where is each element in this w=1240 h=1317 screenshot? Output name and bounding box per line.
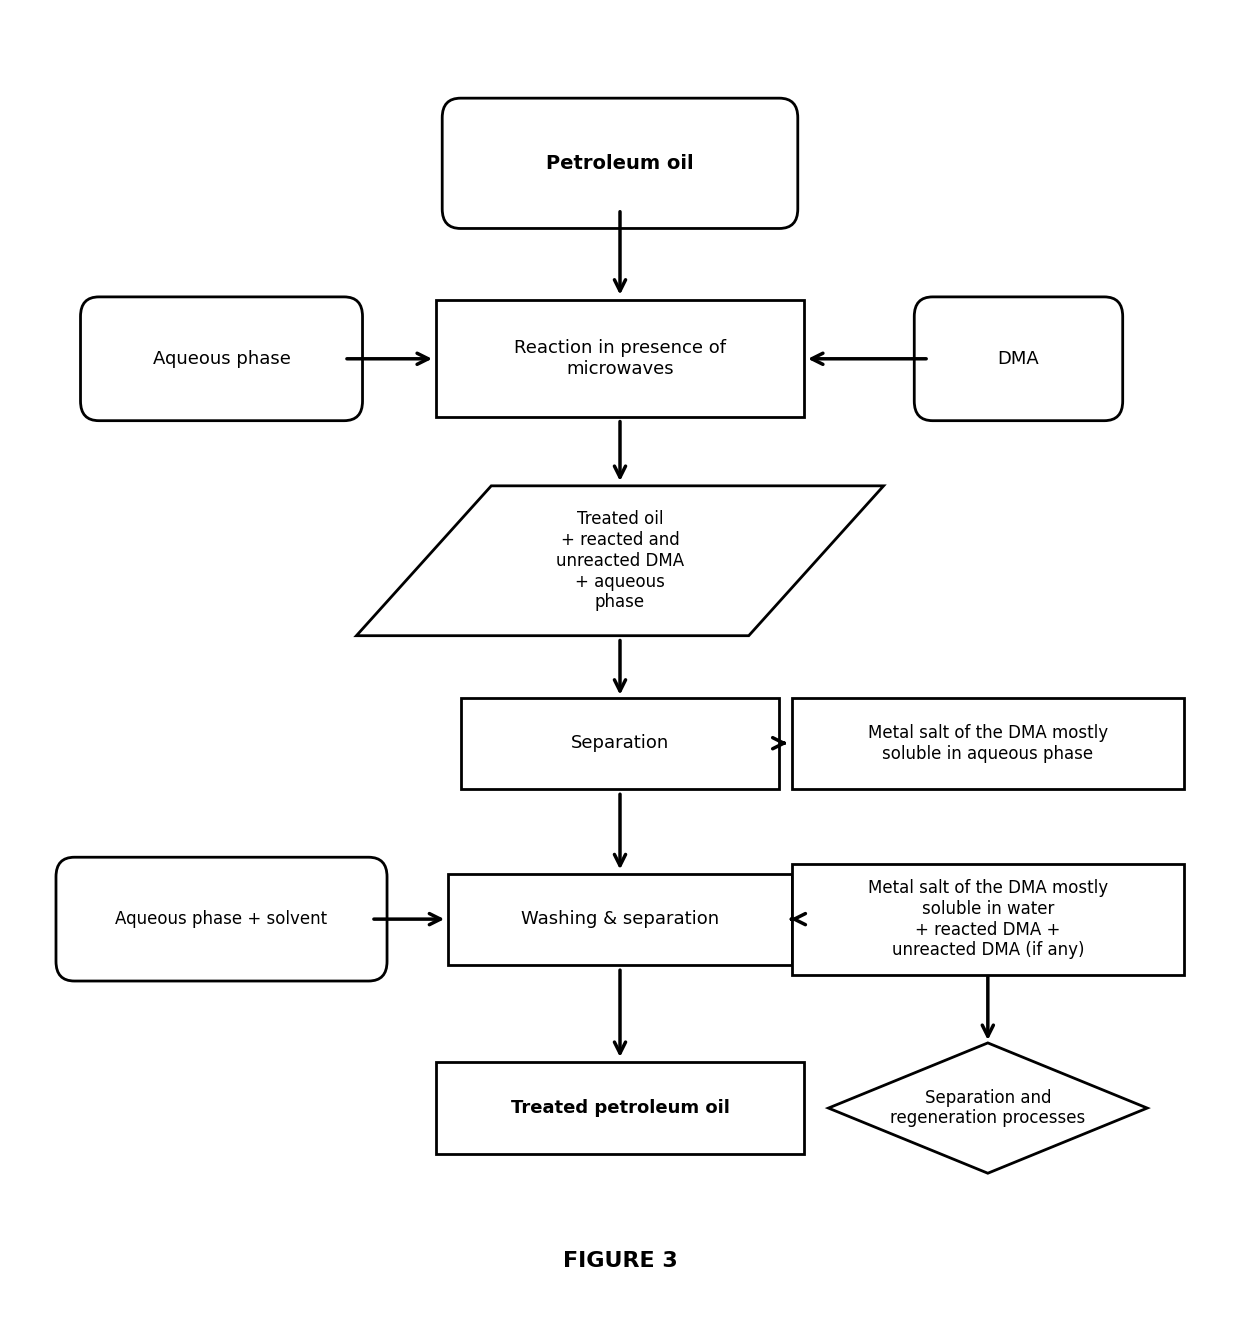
Text: Petroleum oil: Petroleum oil — [546, 154, 694, 173]
Text: Reaction in presence of
microwaves: Reaction in presence of microwaves — [515, 340, 725, 378]
Text: Metal salt of the DMA mostly
soluble in water
+ reacted DMA +
unreacted DMA (if : Metal salt of the DMA mostly soluble in … — [868, 878, 1107, 959]
Bar — [436, 300, 804, 417]
Bar — [449, 873, 791, 965]
Text: Metal salt of the DMA mostly
soluble in aqueous phase: Metal salt of the DMA mostly soluble in … — [868, 724, 1107, 763]
Bar — [791, 698, 1184, 789]
FancyBboxPatch shape — [914, 296, 1122, 420]
Text: Aqueous phase: Aqueous phase — [153, 350, 290, 367]
Text: DMA: DMA — [998, 350, 1039, 367]
Text: Aqueous phase + solvent: Aqueous phase + solvent — [115, 910, 327, 928]
FancyBboxPatch shape — [81, 296, 362, 420]
FancyBboxPatch shape — [443, 99, 797, 228]
Text: Treated oil
+ reacted and
unreacted DMA
+ aqueous
phase: Treated oil + reacted and unreacted DMA … — [556, 510, 684, 611]
Polygon shape — [828, 1043, 1147, 1173]
FancyBboxPatch shape — [56, 857, 387, 981]
Polygon shape — [356, 486, 884, 636]
Bar — [436, 1063, 804, 1154]
Text: Washing & separation: Washing & separation — [521, 910, 719, 928]
Text: Separation and
regeneration processes: Separation and regeneration processes — [890, 1089, 1085, 1127]
Bar — [460, 698, 780, 789]
Bar — [791, 864, 1184, 975]
Text: FIGURE 3: FIGURE 3 — [563, 1251, 677, 1271]
Text: Separation: Separation — [570, 734, 670, 752]
Text: Treated petroleum oil: Treated petroleum oil — [511, 1100, 729, 1117]
